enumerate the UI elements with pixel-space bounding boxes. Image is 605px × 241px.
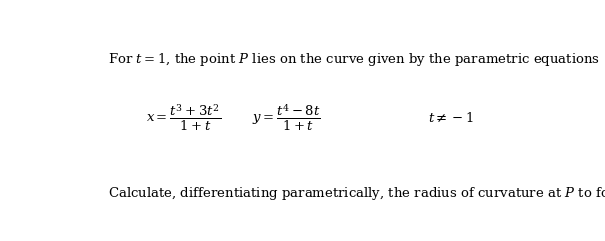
Text: $t \neq -1$: $t \neq -1$ (428, 112, 474, 125)
Text: For $t=1$, the point $P$ lies on the curve given by the parametric equations: For $t=1$, the point $P$ lies on the cur… (108, 51, 600, 68)
Text: $x = \dfrac{t^3+3t^2}{1+t}$: $x = \dfrac{t^3+3t^2}{1+t}$ (146, 103, 221, 133)
Text: Calculate, differentiating parametrically, the radius of curvature at $P$ to fou: Calculate, differentiating parametricall… (108, 185, 605, 202)
Text: $y = \dfrac{t^4-8t}{1+t}$: $y = \dfrac{t^4-8t}{1+t}$ (252, 103, 321, 133)
